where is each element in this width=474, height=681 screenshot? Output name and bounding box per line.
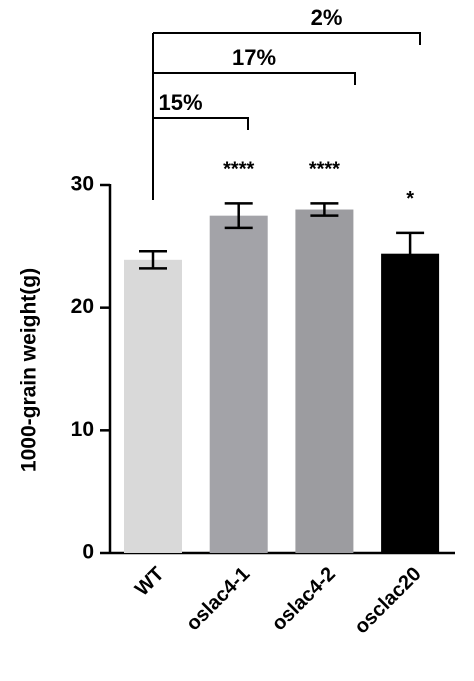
bracket [153, 72, 356, 85]
significance-label: **** [223, 158, 254, 180]
bar [295, 209, 354, 554]
significance-label: **** [309, 158, 340, 180]
bar [124, 259, 182, 553]
significance-label: * [406, 188, 414, 210]
y-tick-label: 10 [71, 418, 94, 441]
bar [381, 253, 440, 553]
bracket-label: 2% [311, 5, 343, 30]
x-tick-label: WT [131, 563, 169, 601]
x-tick-label: osclac20 [350, 563, 425, 638]
bracket-label: 15% [158, 90, 202, 115]
bracket [153, 32, 421, 45]
y-tick-label: 30 [71, 173, 94, 196]
bar [209, 215, 268, 553]
y-axis-label: 1000-grain weight(g) [18, 268, 41, 472]
y-tick-label: 0 [82, 541, 94, 564]
y-tick-label: 20 [71, 295, 94, 318]
x-tick-label: oslac4-1 [182, 563, 254, 635]
bracket-label: 17% [232, 45, 276, 70]
x-tick-label: oslac4-2 [268, 563, 340, 635]
bracket [153, 117, 249, 130]
